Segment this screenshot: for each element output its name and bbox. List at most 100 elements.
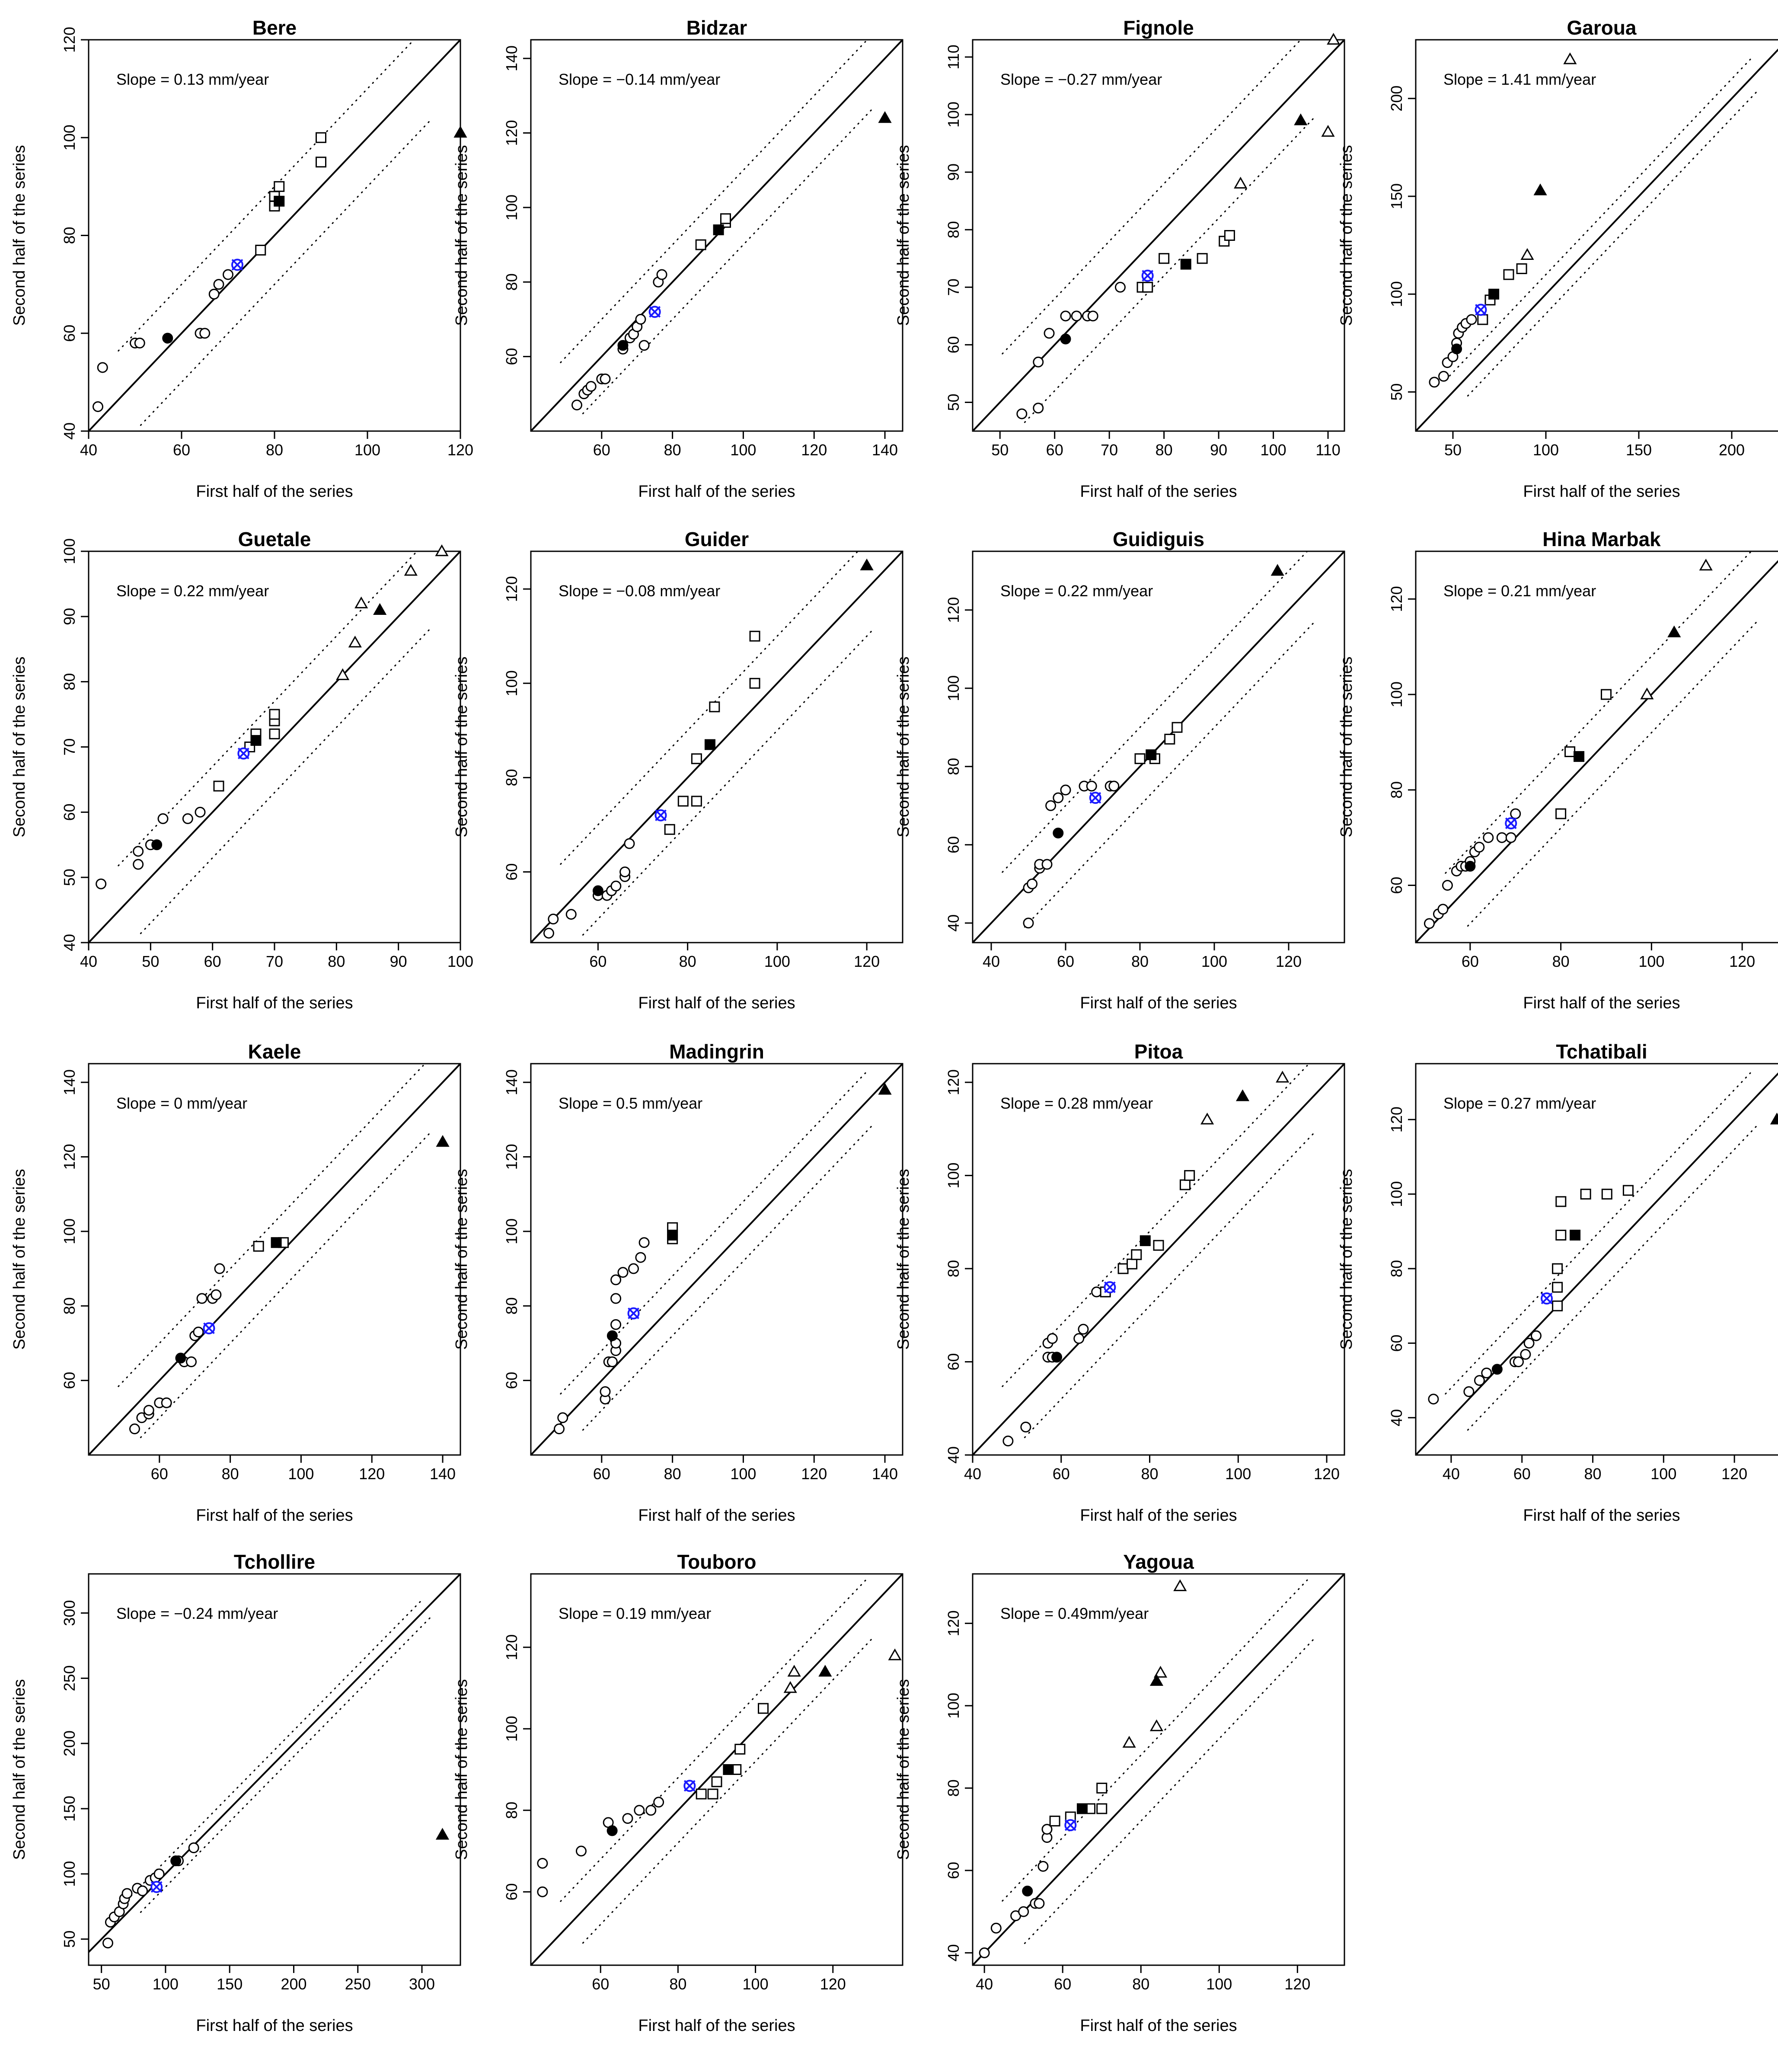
panel-title: Madingrin	[669, 1040, 764, 1063]
mean-marker-cross	[649, 306, 661, 318]
x-tick-label: 70	[266, 953, 283, 970]
circle-point	[186, 1356, 197, 1368]
reference-lines	[531, 551, 903, 943]
mean-marker	[1064, 1819, 1077, 1832]
x-tick-label: 80	[222, 1465, 239, 1483]
square-point	[1224, 230, 1235, 241]
circle-point	[600, 1386, 611, 1397]
y-tick-label: 100	[945, 1693, 962, 1719]
circle-point	[537, 1858, 548, 1869]
circle-point	[133, 859, 144, 870]
circle-point	[1073, 1333, 1085, 1344]
panel-kaele: 60 80 100 120 140 60 80 100 120 140 Kaele Slope = 0…	[10, 1040, 461, 1525]
circle-point	[195, 806, 206, 818]
mean-marker-cross	[231, 259, 243, 271]
panel-garoua: 50 100 150 200 50 100 150 200 Garoua Slope = 1.41…	[1337, 16, 1778, 501]
identity-line	[531, 551, 903, 943]
y-axis-label: Second half of the series	[453, 1169, 471, 1349]
x-tick-label: 90	[1210, 441, 1227, 459]
x-axis-label: First half of the series	[196, 483, 353, 501]
x-tick-label: 140	[872, 1465, 898, 1483]
x-tick-label: 80	[1584, 1465, 1602, 1483]
reference-lines	[1416, 1072, 1778, 1455]
data-points	[1424, 559, 1713, 929]
filled-square-point	[271, 1237, 282, 1248]
x-tick-label: 80	[1552, 953, 1570, 970]
filled-circle-point	[175, 1353, 186, 1364]
y-tick-label: 140	[503, 1069, 520, 1095]
y-axis-label: Second half of the series	[10, 145, 29, 326]
filled-circle-point	[1051, 1352, 1063, 1363]
triangle-point	[1149, 1719, 1164, 1731]
filled-circle-point	[617, 340, 629, 351]
panel-title: Bidzar	[686, 16, 747, 39]
reference-lines	[89, 1574, 460, 1954]
square-point	[269, 709, 280, 720]
triangle-point	[1276, 1071, 1290, 1083]
x-tick-label: 40	[976, 1975, 993, 1993]
circle-point	[565, 909, 577, 920]
triangle-point	[1563, 52, 1577, 64]
square-point	[1552, 1282, 1563, 1293]
y-tick-label: 80	[1388, 1260, 1405, 1277]
circle-point	[102, 1938, 113, 1949]
circle-point	[1071, 310, 1082, 322]
y-tick-label: 60	[945, 336, 962, 353]
x-tick-label: 120	[1284, 1975, 1310, 1993]
circle-point	[610, 1274, 622, 1285]
square-point	[1516, 263, 1527, 274]
mean-marker	[203, 1322, 215, 1334]
identity-line	[89, 1064, 460, 1455]
circle-point	[1429, 377, 1440, 388]
square-point	[253, 1241, 264, 1252]
plot-frame	[530, 39, 903, 432]
circle-point	[543, 927, 554, 939]
circle-point	[1463, 1386, 1475, 1397]
square-point	[1179, 1179, 1191, 1190]
y-tick-label: 250	[61, 1665, 78, 1691]
filled-square-point	[1570, 1229, 1581, 1241]
y-tick-label: 110	[945, 45, 962, 69]
plot-frame	[972, 550, 1345, 943]
x-tick-label: 80	[1141, 1465, 1159, 1483]
circle-point	[157, 813, 169, 824]
circle-point	[1041, 1824, 1053, 1835]
panel-title: Tchatibali	[1556, 1040, 1647, 1063]
filled-circle-point	[162, 333, 173, 344]
upper-band-line	[1002, 551, 1308, 873]
y-tick-label: 120	[61, 1144, 78, 1170]
y-tick-label: 80	[61, 673, 78, 691]
y-tick-label: 80	[503, 1802, 520, 1819]
circle-point	[557, 1412, 568, 1423]
reference-lines	[1416, 48, 1778, 431]
filled-circle-point	[1491, 1364, 1503, 1375]
square-point	[1555, 808, 1567, 819]
x-tick-label: 110	[1315, 441, 1340, 459]
mean-marker	[150, 1881, 163, 1893]
filled-circle-point	[151, 839, 163, 851]
square-point	[316, 157, 326, 168]
circle-point	[634, 1805, 645, 1816]
x-tick-label: 80	[669, 1975, 686, 1993]
x-tick-label: 40	[80, 953, 97, 970]
upper-band-line	[560, 41, 866, 363]
x-tick-label: 60	[1053, 1465, 1070, 1483]
y-axis-label: Second half of the series	[453, 656, 471, 837]
panel-hina-marbak: 60 80 100 120 60 80 100 120 Hina Marbak Slope = 0…	[1337, 528, 1778, 1012]
triangle-point	[1327, 32, 1341, 45]
slope-annotation: Slope = 0.22 mm/year	[116, 582, 269, 600]
circle-point	[537, 1886, 548, 1897]
y-axis-label: Second half of the series	[894, 145, 913, 326]
panel-touboro: 60 80 100 120 60 80 100 120 Touboro Slope = 0.19 …	[453, 1551, 903, 2035]
y-tick-label: 80	[503, 1297, 520, 1314]
lower-band-line	[140, 627, 431, 934]
y-tick-label: 140	[61, 1069, 78, 1095]
filled-circle-point	[1053, 828, 1064, 839]
identity-line	[1416, 560, 1778, 943]
circle-point	[624, 838, 635, 849]
circle-point	[1027, 878, 1038, 889]
upper-band-line	[1002, 40, 1302, 355]
upper-band-line	[118, 1065, 424, 1387]
y-tick-label: 80	[61, 227, 78, 244]
filled-triangle-point	[1235, 1089, 1250, 1101]
